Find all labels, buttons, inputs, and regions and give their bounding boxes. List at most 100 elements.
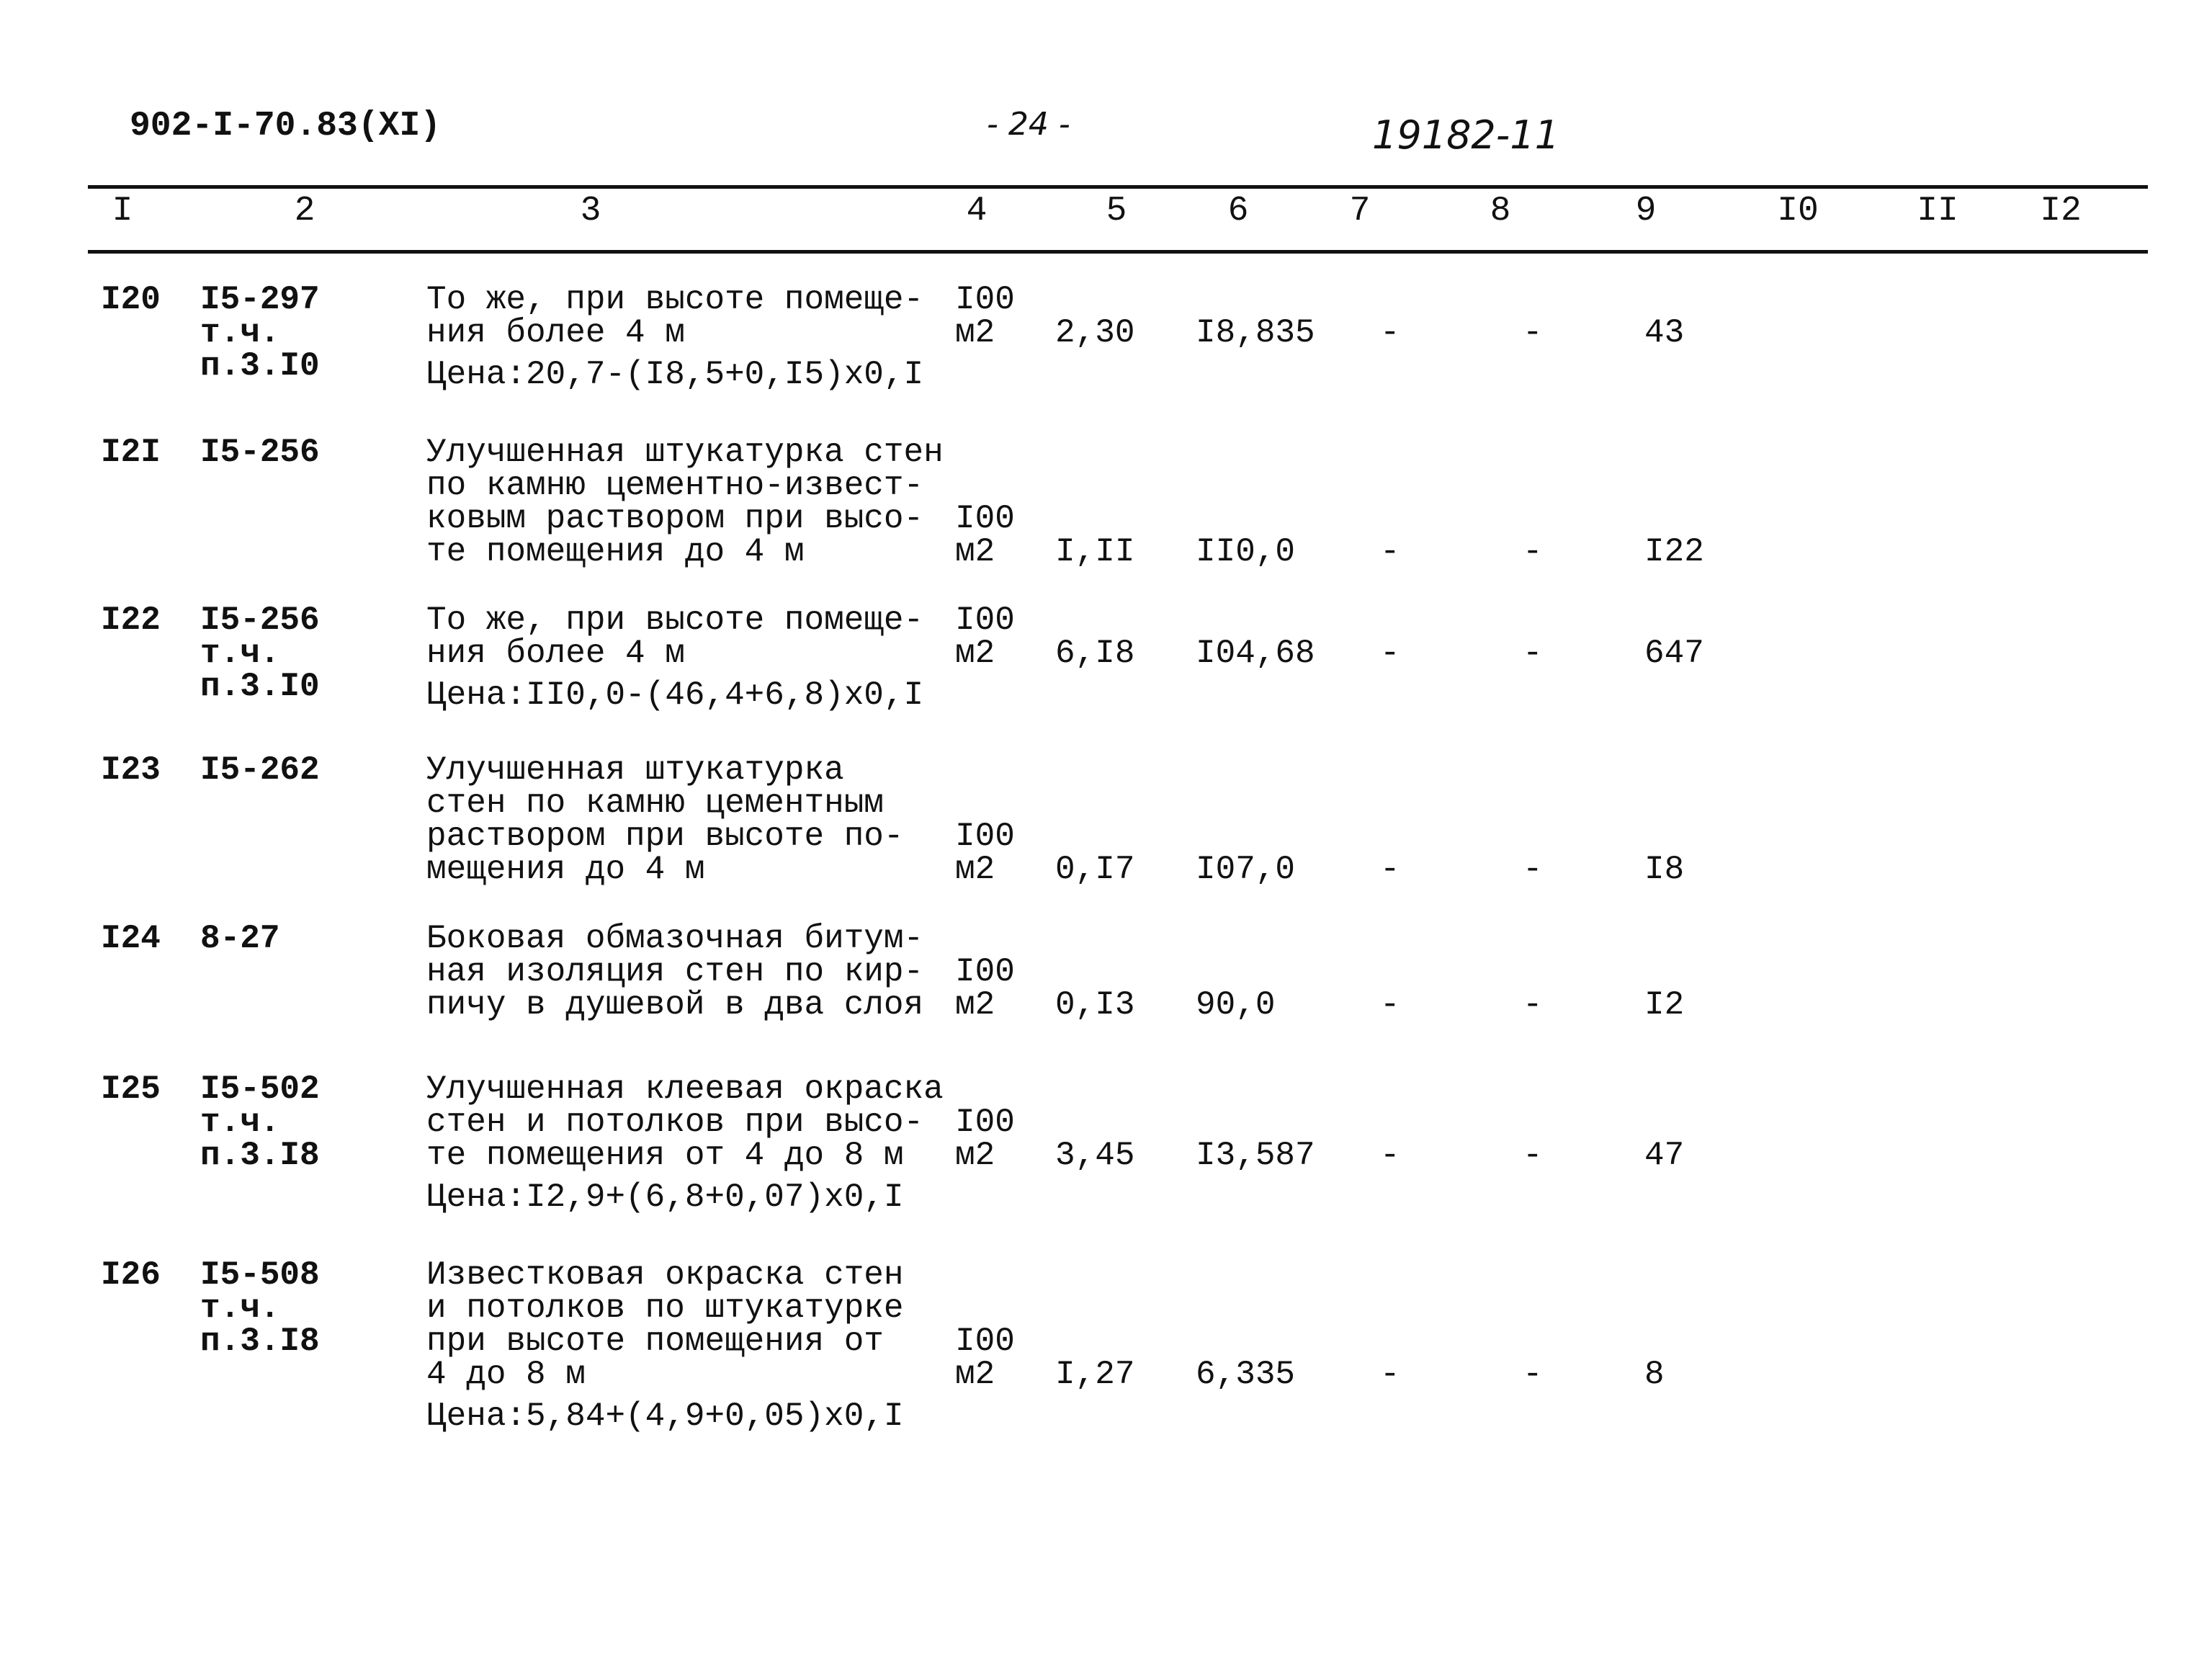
unit-quantity: I00: [955, 1104, 1015, 1141]
work-description: те помещения от 4 до 8 м: [426, 1137, 904, 1174]
work-description: стен и потолков при высо-: [426, 1104, 924, 1141]
unit-quantity: I00: [955, 818, 1015, 855]
price-formula: Цена:5,84+(4,9+0,05)x0,I: [426, 1398, 904, 1435]
work-description: ния более 4 м: [426, 314, 685, 352]
unit-measure: м2: [955, 986, 995, 1024]
handwritten-number: 19182-11: [1372, 112, 1559, 158]
norm-code: т.ч.: [200, 1289, 280, 1327]
work-description: ковым раствором при высо-: [426, 500, 924, 537]
unit-price: 90,0: [1196, 986, 1276, 1024]
work-description: и потолков по штукатурке: [426, 1289, 904, 1327]
column-header-11: II: [1917, 192, 1958, 231]
column-8-value: -: [1523, 851, 1543, 888]
column-9-value: 8: [1644, 1356, 1665, 1393]
row-number: I24: [101, 920, 161, 957]
unit-price: I8,835: [1196, 314, 1315, 352]
column-9-value: 47: [1644, 1137, 1685, 1174]
work-description: мещения до 4 м: [426, 851, 705, 888]
unit-price: II0,0: [1196, 533, 1296, 571]
column-8-value: -: [1523, 1137, 1543, 1174]
unit-measure: м2: [955, 635, 995, 672]
column-8-value: -: [1523, 533, 1543, 571]
column-header-10: I0: [1777, 192, 1819, 231]
work-description: Улучшенная штукатурка стен: [426, 434, 944, 471]
norm-code: п.3.I8: [200, 1137, 320, 1174]
work-description: при высоте помещения от: [426, 1323, 884, 1360]
column-header-1: I: [112, 192, 133, 231]
unit-quantity: I00: [955, 602, 1015, 639]
unit-price: 6,335: [1196, 1356, 1296, 1393]
quantity: 2,30: [1055, 314, 1135, 352]
column-header-3: 3: [580, 192, 601, 231]
column-header-7: 7: [1349, 192, 1371, 231]
unit-quantity: I00: [955, 1323, 1015, 1360]
norm-code: I5-256: [200, 434, 320, 471]
row-number: I26: [101, 1256, 161, 1294]
quantity: 3,45: [1055, 1137, 1135, 1174]
norm-code: п.3.I0: [200, 668, 320, 705]
row-number: I2I: [101, 434, 161, 471]
column-8-value: -: [1523, 635, 1543, 672]
unit-price: I3,587: [1196, 1137, 1315, 1174]
work-description: ния более 4 м: [426, 635, 685, 672]
quantity: 0,I7: [1055, 851, 1135, 888]
row-number: I23: [101, 751, 161, 789]
work-description: по камню цементно-извест-: [426, 467, 924, 504]
norm-code: I5-508: [200, 1256, 320, 1294]
norm-code: т.ч.: [200, 635, 280, 672]
unit-quantity: I00: [955, 953, 1015, 991]
unit-measure: м2: [955, 314, 995, 352]
quantity: I,II: [1055, 533, 1135, 571]
work-description: Боковая обмазочная битум-: [426, 920, 924, 957]
column-header-9: 9: [1635, 192, 1657, 231]
work-description: Улучшенная штукатурка: [426, 751, 844, 789]
work-description: Известковая окраска стен: [426, 1256, 904, 1294]
unit-measure: м2: [955, 851, 995, 888]
norm-code: I5-262: [200, 751, 320, 789]
unit-price: I07,0: [1196, 851, 1296, 888]
row-number: I22: [101, 602, 161, 639]
unit-quantity: I00: [955, 500, 1015, 537]
column-7-value: -: [1380, 314, 1400, 352]
quantity: 0,I3: [1055, 986, 1135, 1024]
norm-code: I5-502: [200, 1070, 320, 1108]
column-7-value: -: [1380, 635, 1400, 672]
unit-measure: м2: [955, 1356, 995, 1393]
work-description: пичу в душевой в два слоя: [426, 986, 924, 1024]
column-8-value: -: [1523, 986, 1543, 1024]
price-formula: Цена:II0,0-(46,4+6,8)x0,I: [426, 676, 924, 714]
column-7-value: -: [1380, 851, 1400, 888]
column-9-value: I22: [1644, 533, 1704, 571]
norm-code: п.3.I0: [200, 347, 320, 385]
column-header-2: 2: [294, 192, 315, 231]
work-description: раствором при высоте по-: [426, 818, 904, 855]
work-description: стен по камню цементным: [426, 784, 884, 822]
quantity: 6,I8: [1055, 635, 1135, 672]
document-code: 902-I-70.83(XI): [130, 107, 442, 146]
quantity: I,27: [1055, 1356, 1135, 1393]
unit-quantity: I00: [955, 281, 1015, 318]
column-9-value: I8: [1644, 851, 1685, 888]
norm-code: т.ч.: [200, 314, 280, 352]
work-description: Улучшенная клеевая окраска: [426, 1070, 944, 1108]
column-header-rule: [88, 250, 2148, 254]
work-description: То же, при высоте помеще-: [426, 281, 924, 318]
price-formula: Цена:I2,9+(6,8+0,07)x0,I: [426, 1179, 904, 1216]
norm-code: т.ч.: [200, 1104, 280, 1141]
unit-measure: м2: [955, 1137, 995, 1174]
column-7-value: -: [1380, 986, 1400, 1024]
column-9-value: I2: [1644, 986, 1685, 1024]
work-description: те помещения до 4 м: [426, 533, 805, 571]
column-9-value: 647: [1644, 635, 1704, 672]
norm-code: I5-256: [200, 602, 320, 639]
column-8-value: -: [1523, 1356, 1543, 1393]
row-number: I25: [101, 1070, 161, 1108]
work-description: ная изоляция стен по кир-: [426, 953, 924, 991]
work-description: 4 до 8 м: [426, 1356, 586, 1393]
norm-code: I5-297: [200, 281, 320, 318]
row-number: I20: [101, 281, 161, 318]
column-8-value: -: [1523, 314, 1543, 352]
column-header-12: I2: [2040, 192, 2082, 231]
column-7-value: -: [1380, 1137, 1400, 1174]
price-formula: Цена:20,7-(I8,5+0,I5)x0,I: [426, 356, 924, 393]
